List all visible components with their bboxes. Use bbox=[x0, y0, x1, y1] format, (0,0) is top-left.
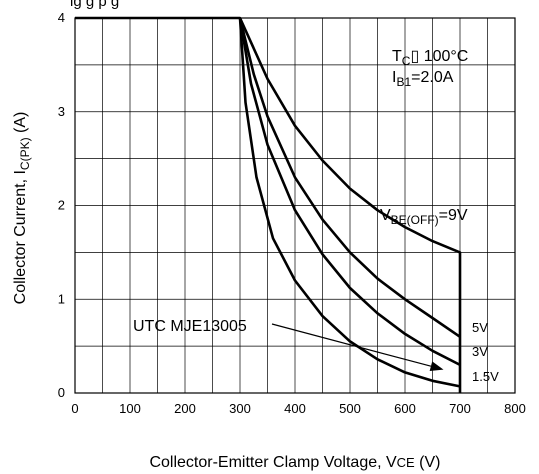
y-tick-label: 3 bbox=[58, 104, 65, 119]
x-tick-label: 0 bbox=[71, 401, 78, 416]
x-tick-label: 400 bbox=[284, 401, 306, 416]
series-line-4 bbox=[238, 17, 461, 388]
y-tick-labels: 0 1 2 3 4 bbox=[58, 10, 65, 400]
x-tick-label: 100 bbox=[119, 401, 141, 416]
x-tick-label: 800 bbox=[504, 401, 526, 416]
series-line-3 bbox=[238, 17, 461, 367]
y-tick-label: 2 bbox=[58, 198, 65, 213]
plot-frame bbox=[74, 17, 516, 394]
x-tick-label: 500 bbox=[339, 401, 361, 416]
annotation-arrow bbox=[271, 323, 432, 367]
x-tick-label: 300 bbox=[229, 401, 251, 416]
x-tick-label: 200 bbox=[174, 401, 196, 416]
ib-condition: IB1=2.0A bbox=[392, 69, 454, 89]
legend-1-5v: 1.5V bbox=[472, 369, 499, 384]
x-tick-label: 700 bbox=[449, 401, 471, 416]
series-line-2 bbox=[238, 17, 461, 338]
x-tick-label: 600 bbox=[394, 401, 416, 416]
y-tick-label: 0 bbox=[58, 385, 65, 400]
annotation-arrowhead bbox=[429, 361, 444, 372]
y-tick-label: 4 bbox=[58, 10, 65, 25]
tc-condition: TC▯ 100°C bbox=[392, 48, 468, 68]
x-tick-labels: 0 100 200 300 400 500 600 700 800 bbox=[71, 401, 525, 416]
y-axis-label: Collector Current, IC(PK) (A) bbox=[12, 112, 32, 305]
annotation-text: UTC MJE13005 bbox=[133, 318, 247, 335]
x-axis-label: Collector-Emitter Clamp Voltage, VCE (V) bbox=[149, 454, 440, 471]
chart-title-cutoff: ig g p g bbox=[70, 0, 119, 10]
series-group bbox=[75, 16, 462, 393]
legend-5v: 5V bbox=[472, 320, 488, 335]
legend-3v: 3V bbox=[472, 344, 488, 359]
legend-vbe-9v: VBE(OFF)=9V bbox=[380, 207, 468, 227]
series-line-1 bbox=[75, 16, 462, 393]
y-tick-label: 1 bbox=[58, 291, 65, 306]
